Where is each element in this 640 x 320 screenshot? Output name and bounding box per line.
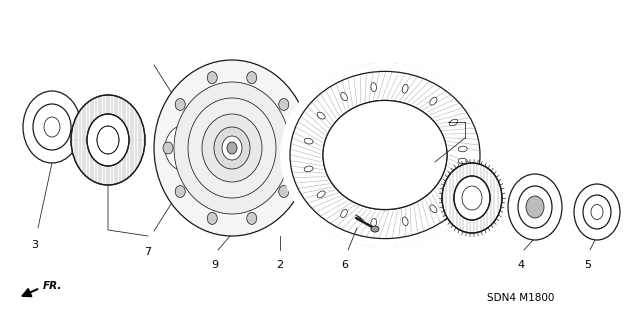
Text: 9: 9 [211,260,219,270]
Ellipse shape [526,196,544,218]
Text: 3: 3 [31,240,38,250]
Ellipse shape [163,142,173,154]
Ellipse shape [518,186,552,228]
Ellipse shape [97,126,119,154]
Ellipse shape [281,63,489,246]
Ellipse shape [279,186,289,197]
Ellipse shape [442,163,502,233]
Ellipse shape [304,166,313,172]
Ellipse shape [279,99,289,110]
Ellipse shape [44,117,60,137]
Ellipse shape [462,186,482,210]
Ellipse shape [340,92,348,101]
Ellipse shape [175,186,185,197]
Ellipse shape [280,63,490,247]
Ellipse shape [583,195,611,229]
Ellipse shape [174,82,290,214]
Text: 6: 6 [342,260,349,270]
Ellipse shape [207,72,217,84]
Ellipse shape [165,125,205,171]
Ellipse shape [23,91,81,163]
Ellipse shape [304,138,313,144]
Ellipse shape [188,98,276,198]
Text: 2: 2 [276,260,284,270]
Ellipse shape [430,97,437,105]
Ellipse shape [323,100,447,210]
Ellipse shape [508,174,562,240]
Ellipse shape [291,142,301,154]
Ellipse shape [323,100,447,210]
Ellipse shape [403,217,408,226]
Ellipse shape [458,158,467,164]
Ellipse shape [175,99,185,110]
Text: 7: 7 [145,247,152,257]
Ellipse shape [371,219,376,228]
Ellipse shape [403,84,408,93]
Ellipse shape [574,184,620,240]
Ellipse shape [154,60,310,236]
Ellipse shape [71,95,145,185]
Ellipse shape [454,176,490,220]
Ellipse shape [247,212,257,224]
Ellipse shape [155,114,215,182]
Text: 8: 8 [468,120,475,130]
Ellipse shape [207,212,217,224]
Ellipse shape [317,191,325,198]
Text: 5: 5 [584,260,591,270]
Ellipse shape [449,119,458,126]
Text: 4: 4 [517,260,525,270]
Ellipse shape [371,83,376,92]
Ellipse shape [340,209,348,218]
Ellipse shape [202,114,262,182]
Ellipse shape [430,205,437,213]
Ellipse shape [33,104,71,150]
Ellipse shape [449,184,458,191]
Text: SDN4 M1800: SDN4 M1800 [487,293,554,303]
Ellipse shape [87,114,129,166]
Ellipse shape [458,146,467,152]
Ellipse shape [222,136,242,160]
Ellipse shape [247,72,257,84]
Ellipse shape [317,112,325,119]
Ellipse shape [591,204,603,220]
Ellipse shape [214,127,250,169]
Ellipse shape [227,142,237,154]
Ellipse shape [371,226,379,232]
Text: FR.: FR. [43,281,62,291]
